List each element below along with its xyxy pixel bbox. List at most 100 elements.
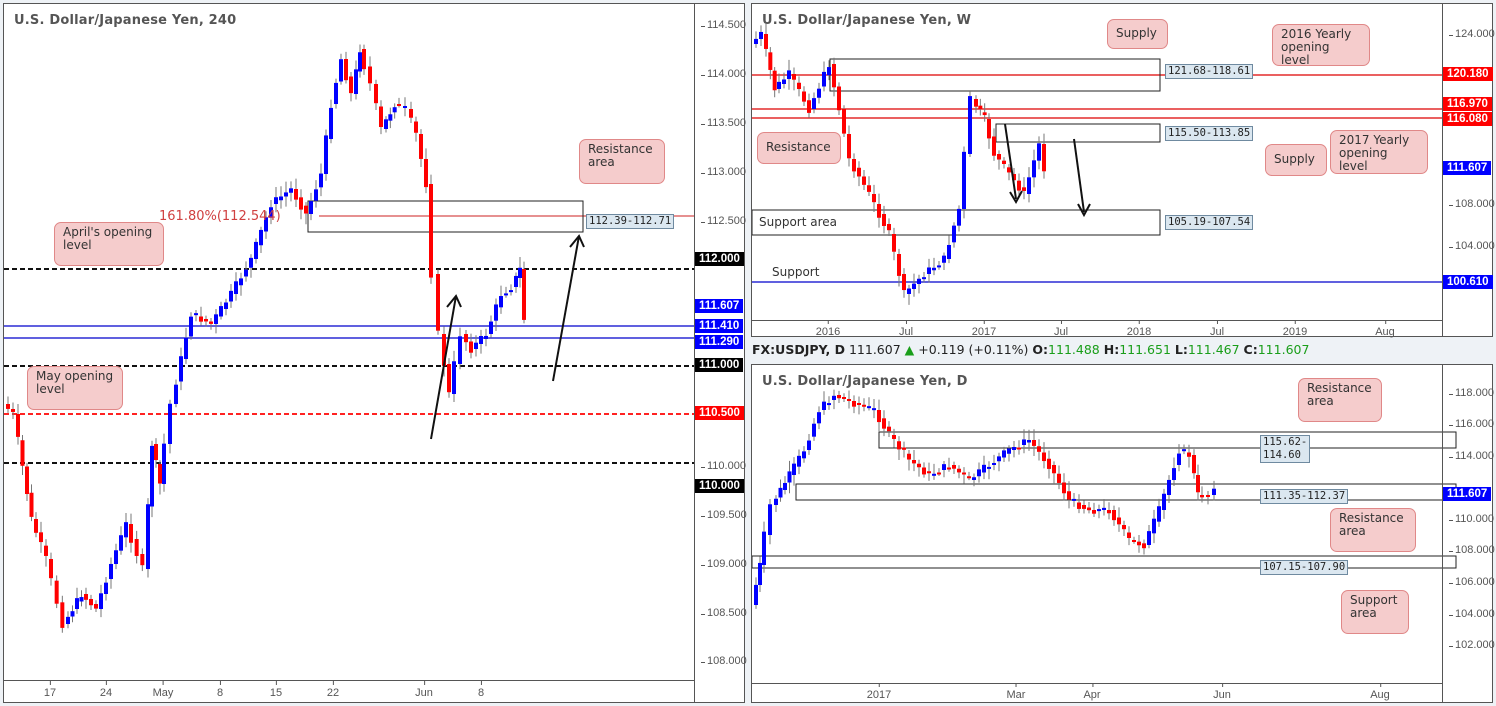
y-tick: 116.000 [1449, 418, 1494, 430]
support-zone-label: 107.15-107.90 [1260, 560, 1349, 575]
low-value: 111.467 [1187, 342, 1240, 357]
high-value: 111.651 [1119, 342, 1171, 357]
x-tick: 15 [269, 681, 283, 699]
high-label: H: [1103, 342, 1120, 357]
support-zone-label: 105.19-107.54 [1165, 215, 1254, 230]
y-tick: 113.500 [701, 117, 746, 129]
symbol-info-bar: FX:USDJPY, D 111.607 ▲ +0.119 (+0.11%) O… [752, 342, 1309, 357]
y-tick: 114.500 [701, 19, 746, 31]
y-tick: 113.000 [701, 166, 746, 178]
symbol-label: FX:USDJPY, D [752, 342, 845, 357]
x-tick: Mar [1006, 683, 1026, 701]
price-label-april-open: 111.410 [695, 319, 744, 333]
weekly-price-axis[interactable] [1442, 4, 1443, 336]
y-tick: 112.500 [701, 215, 746, 227]
h4-time-axis[interactable] [4, 680, 694, 681]
price-label-support: 100.610 [1443, 275, 1493, 289]
close-label: C: [1243, 342, 1258, 357]
resistance-zone-label: 112.39-112.71 [586, 214, 675, 229]
callout-2017-yearly-open: 2017 Yearly opening level [1330, 130, 1428, 174]
weekly-chart-panel[interactable]: U.S. Dollar/Japanese Yen, W 124.000 108.… [751, 3, 1495, 338]
x-tick: 24 [99, 681, 113, 699]
y-tick: 118.000 [1449, 387, 1494, 399]
resistance-zone-label: 115.62-114.60 [1260, 435, 1311, 463]
daily-chart-panel[interactable]: U.S. Dollar/Japanese Yen, D 118.000 116.… [751, 364, 1495, 704]
y-tick: 114.000 [701, 68, 746, 80]
callout-supply-mid: Supply [1265, 144, 1327, 176]
price-label-110500: 110.500 [695, 406, 744, 420]
callout-supply-top: Supply [1107, 19, 1168, 49]
price-label-2016-open: 120.180 [1443, 67, 1493, 81]
price-label-current: 111.607 [1443, 487, 1492, 501]
y-tick: 104.000 [1449, 608, 1495, 620]
price-label-current: 111.607 [1443, 161, 1492, 175]
callout-2016-yearly-open: 2016 Yearly opening level [1272, 24, 1370, 67]
x-tick: 2017 [866, 683, 892, 701]
x-tick: May [152, 681, 174, 699]
up-triangle-icon: ▲ [904, 342, 915, 357]
callout-april-opening: April's opening level [54, 222, 164, 266]
x-tick: 2017 [971, 320, 997, 338]
weekly-chart-canvas[interactable] [752, 4, 1494, 338]
y-tick: 110.000 [1449, 513, 1494, 525]
x-tick: Jul [1053, 320, 1069, 338]
h4-price-axis[interactable] [694, 4, 695, 702]
h4-chart-panel[interactable]: U.S. Dollar/Japanese Yen, 240 114.500 11… [3, 3, 747, 704]
low-label: L: [1174, 342, 1188, 357]
callout-resistance-mid: Resistance area [1330, 508, 1416, 552]
callout-support-area: Support area [1341, 590, 1409, 634]
x-tick: Jun [415, 681, 433, 699]
y-tick: 124.000 [1449, 28, 1495, 40]
y-tick: 104.000 [1449, 240, 1495, 252]
y-tick: 102.000 [1449, 639, 1495, 651]
x-tick: Aug [1370, 683, 1390, 701]
support-label: Support [772, 265, 820, 279]
support-area-label: Support area [759, 215, 838, 229]
last-price: 111.607 [848, 342, 901, 357]
close-value: 111.607 [1257, 342, 1310, 357]
price-change: +0.119 (+0.11%) [918, 342, 1029, 357]
y-tick: 114.000 [1449, 450, 1494, 462]
supply-zone-label: 115.50-113.85 [1165, 126, 1254, 141]
x-tick: 2019 [1282, 320, 1308, 338]
price-label-resistance: 116.080 [1443, 112, 1492, 126]
y-tick: 108.000 [701, 655, 747, 667]
price-label-2017-open: 116.970 [1443, 97, 1492, 111]
x-tick: 8 [477, 681, 485, 699]
y-tick: 108.000 [1449, 198, 1495, 210]
y-tick: 109.500 [701, 509, 747, 521]
daily-price-axis[interactable] [1442, 365, 1443, 702]
fib-extension-label: 161.80%(112.544) [159, 209, 281, 224]
open-value: 111.488 [1048, 342, 1100, 357]
y-tick: 109.000 [701, 558, 747, 570]
weekly-chart-title: U.S. Dollar/Japanese Yen, W [762, 13, 972, 28]
price-label-current: 111.607 [695, 299, 744, 313]
x-tick: Apr [1083, 683, 1101, 701]
y-tick: 106.000 [1449, 576, 1495, 588]
y-tick: 108.000 [1449, 544, 1495, 556]
price-label-may-open: 111.290 [695, 335, 744, 349]
price-label-112000: 112.000 [695, 252, 744, 266]
resistance-zone-label: 111.35-112.37 [1260, 489, 1349, 504]
x-tick: 17 [43, 681, 57, 699]
weekly-time-axis[interactable] [752, 320, 1442, 321]
y-tick: 110.000 [701, 460, 746, 472]
x-tick: 2018 [1126, 320, 1152, 338]
price-label-111000: 111.000 [695, 358, 744, 372]
callout-resistance-area: Resistance area [579, 139, 665, 184]
callout-resistance: Resistance [757, 132, 841, 164]
open-label: O: [1032, 342, 1049, 357]
callout-may-opening: May opening level [27, 366, 123, 410]
x-tick: Jun [1213, 683, 1231, 701]
callout-resistance-top: Resistance area [1298, 378, 1382, 422]
y-tick: 108.500 [701, 607, 747, 619]
x-tick: 2016 [815, 320, 841, 338]
supply-zone-label: 121.68-118.61 [1165, 64, 1254, 79]
daily-time-axis[interactable] [752, 683, 1442, 684]
price-label-110000: 110.000 [695, 479, 744, 493]
x-tick: Jul [1209, 320, 1225, 338]
h4-chart-title: U.S. Dollar/Japanese Yen, 240 [14, 13, 237, 28]
h4-chart-canvas[interactable] [4, 4, 746, 704]
x-tick: Aug [1375, 320, 1395, 338]
daily-chart-canvas[interactable] [752, 365, 1494, 704]
